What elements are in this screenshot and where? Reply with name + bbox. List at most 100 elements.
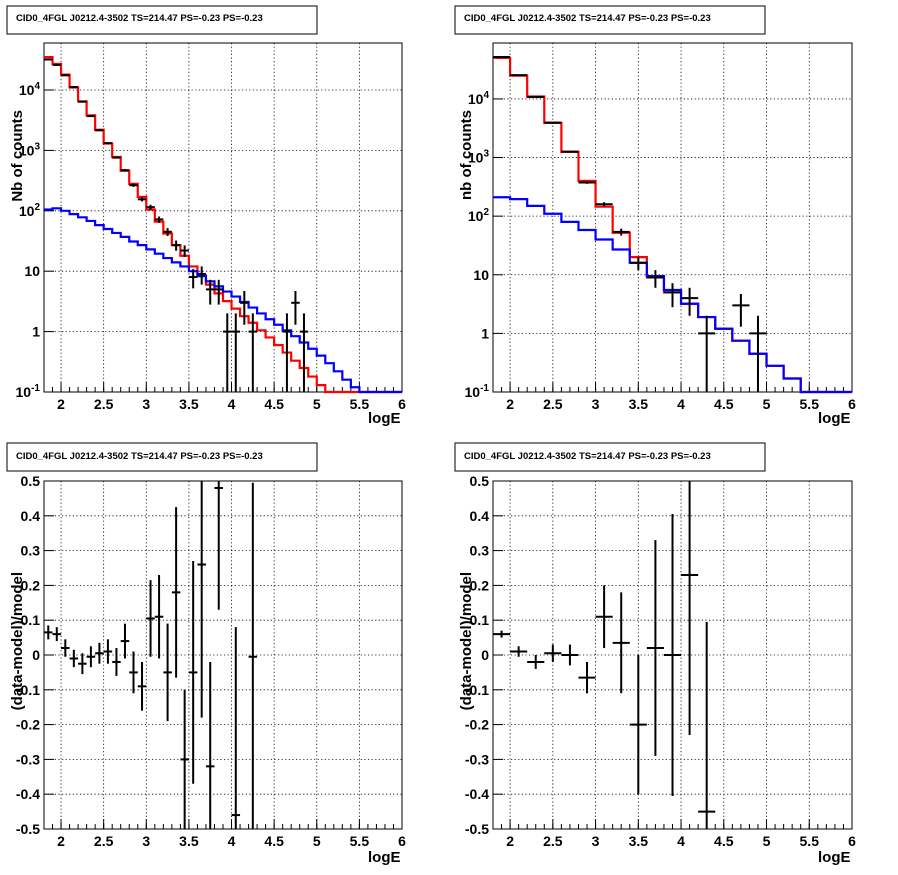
- x-axis-title: logE: [368, 410, 401, 427]
- data-point: [171, 507, 181, 678]
- x-tick-label: 5: [763, 396, 771, 412]
- chart-panel-1: CID0_4FGL J0212.4-3502 TS=214.47 PS=-0.2…: [6, 5, 406, 427]
- y-tick-label: 104: [468, 90, 490, 107]
- data-point: [78, 653, 87, 675]
- chart-panel-4: CID0_4FGL J0212.4-3502 TS=214.47 PS=-0.2…: [454, 442, 856, 866]
- x-tick-label: 4: [228, 396, 236, 412]
- x-tick-label: 3: [142, 396, 150, 412]
- data-point: [544, 121, 562, 124]
- x-tick-label: 3: [142, 833, 150, 849]
- data-point: [248, 313, 258, 392]
- x-tick-label: 3: [592, 396, 600, 412]
- data-point: [188, 561, 198, 784]
- y-tick-label: 0.5: [470, 473, 490, 489]
- data-point: [86, 115, 96, 118]
- data-point: [103, 142, 113, 145]
- data-point: [112, 156, 121, 159]
- plot-frame: [43, 480, 403, 830]
- data-point: [732, 293, 750, 327]
- data-point: [578, 661, 596, 694]
- data-point: [527, 655, 545, 669]
- y-tick-label: -0.4: [16, 786, 40, 802]
- data-point: [282, 313, 292, 392]
- data-point: [646, 540, 664, 756]
- x-tick-label: 4.5: [714, 833, 734, 849]
- x-tick-label: 2.5: [543, 833, 563, 849]
- data-point: [231, 313, 241, 392]
- data-point: [681, 287, 699, 316]
- y-tick-label: -0.5: [16, 821, 40, 837]
- data-point: [129, 651, 138, 694]
- chart-title: CID0_4FGL J0212.4-3502 TS=214.47 PS=-0.2…: [464, 13, 711, 24]
- model-series-total: [493, 56, 852, 394]
- data-point: [595, 585, 613, 649]
- data-point: [663, 514, 682, 796]
- data-point: [154, 574, 164, 659]
- data-point: [299, 313, 309, 392]
- x-tick-label: 4.5: [264, 396, 284, 412]
- data-point: [646, 270, 664, 288]
- y-tick-label: 102: [468, 207, 490, 224]
- x-tick-label: 5: [313, 833, 321, 849]
- data-point: [129, 183, 138, 187]
- data-point: [61, 639, 70, 657]
- data-point: [146, 580, 155, 657]
- data-point: [197, 266, 206, 285]
- plot-frame: [492, 42, 853, 393]
- data-point: [578, 181, 596, 184]
- data-point: [103, 639, 113, 664]
- y-tick-label: 10-1: [16, 383, 41, 400]
- data-point: [629, 655, 647, 795]
- data-point: [137, 661, 147, 711]
- data-point: [95, 642, 104, 664]
- x-tick-label: 2: [506, 396, 514, 412]
- x-axis-title: logE: [818, 849, 851, 866]
- y-axis-title: (data-model)/model: [458, 572, 475, 710]
- y-tick-label: 1: [32, 324, 40, 340]
- x-tick-label: 2.5: [94, 396, 114, 412]
- y-tick-label: -0.5: [465, 821, 489, 837]
- chart-panel-2: CID0_4FGL J0212.4-3502 TS=214.47 PS=-0.2…: [454, 5, 856, 427]
- data-point: [78, 100, 87, 103]
- x-tick-label: 2: [57, 396, 65, 412]
- x-tick-label: 4.5: [714, 396, 734, 412]
- data-point: [231, 627, 241, 829]
- data-point: [69, 649, 79, 668]
- data-point: [180, 689, 189, 829]
- x-tick-label: 2.5: [94, 833, 114, 849]
- chart-panel-3: CID0_4FGL J0212.4-3502 TS=214.47 PS=-0.2…: [6, 442, 406, 866]
- data-point: [44, 625, 53, 640]
- y-tick-label: -0.4: [465, 786, 489, 802]
- y-tick-label: -0.3: [465, 751, 489, 767]
- data-point: [95, 129, 104, 132]
- x-tick-label: 2: [506, 833, 514, 849]
- y-axis-title: Nb of counts: [9, 110, 26, 202]
- x-tick-label: 3.5: [179, 396, 199, 412]
- data-point: [629, 257, 647, 271]
- data-point: [595, 202, 613, 207]
- y-tick-label: 102: [19, 202, 41, 219]
- chart-title-box: [454, 442, 766, 472]
- data-point: [52, 627, 62, 642]
- chart-title: CID0_4FGL J0212.4-3502 TS=214.47 PS=-0.2…: [464, 451, 711, 462]
- data-point: [561, 150, 579, 153]
- y-tick-label: 0: [32, 647, 40, 663]
- data-point: [698, 621, 716, 829]
- data-point: [205, 661, 215, 829]
- data-point: [180, 245, 189, 257]
- y-axis-title: (data-model)/model: [9, 572, 26, 710]
- data-point: [681, 481, 699, 736]
- chart-title-box: [454, 5, 766, 35]
- x-tick-label: 5: [763, 833, 771, 849]
- x-axis-title: logE: [818, 410, 851, 427]
- y-tick-label: 0.1: [21, 612, 41, 628]
- data-point: [612, 592, 630, 694]
- data-point: [223, 313, 232, 392]
- y-tick-label: -0.2: [465, 717, 489, 733]
- y-tick-label: 0.2: [21, 577, 41, 593]
- chart-title-box: [6, 5, 318, 35]
- x-tick-label: 3.5: [629, 396, 649, 412]
- data-point: [544, 644, 562, 662]
- x-tick-label: 2: [57, 833, 65, 849]
- y-tick-label: 10: [24, 263, 40, 279]
